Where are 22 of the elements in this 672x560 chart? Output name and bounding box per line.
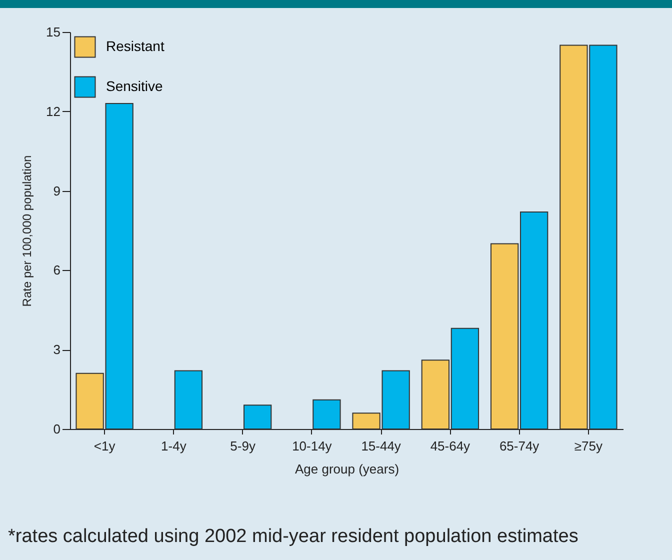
x-tick-label: ≥75y	[574, 438, 603, 454]
y-axis-title: Rate per 100,000 population	[20, 155, 34, 307]
x-tick-label: 10-14y	[292, 438, 332, 454]
y-tick-label: 12	[46, 104, 60, 119]
y-tick-label: 0	[53, 422, 60, 436]
y-tick-label: 3	[53, 342, 60, 358]
x-tick-label: 65-74y	[499, 438, 540, 454]
bar	[174, 370, 203, 430]
x-tick-label: <1y	[94, 438, 116, 454]
bar	[312, 399, 341, 430]
legend-label: Sensitive	[106, 78, 164, 94]
x-axis-title: Age group (years)	[294, 462, 400, 476]
x-tick-label: 45-64y	[430, 438, 471, 454]
legend-label: Resistant	[106, 38, 164, 54]
text: *rates calculated using 2002 mid-year resident population estimates	[8, 526, 578, 548]
y-tick-label: 15	[46, 24, 60, 40]
y-tick-label: 9	[53, 183, 60, 198]
x-tick-label: 1-4y	[161, 438, 187, 454]
bar	[243, 404, 272, 430]
y-tick-label: 6	[53, 262, 60, 278]
x-tick-label: 15-44y	[361, 438, 402, 454]
x-tick-label: 5-9y	[230, 438, 256, 454]
